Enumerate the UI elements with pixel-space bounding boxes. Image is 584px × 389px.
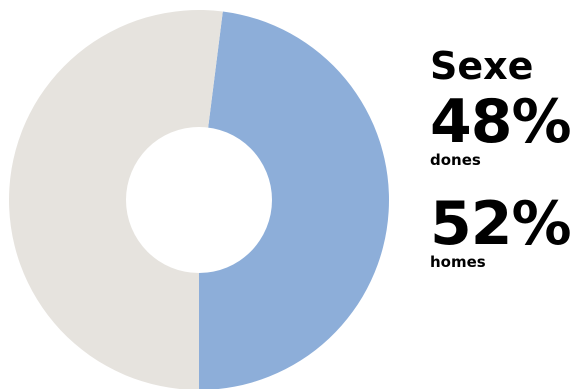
- donut-slice-homes: [9, 10, 223, 389]
- donut-chart: [9, 10, 389, 389]
- value-label-homes: 52%: [430, 189, 572, 259]
- category-label-homes: homes: [430, 253, 486, 271]
- value-label-dones: 48%: [430, 87, 572, 157]
- category-label-dones: dones: [430, 151, 481, 169]
- donut-slice-dones: [199, 11, 389, 389]
- chart-title: Sexe: [430, 44, 534, 88]
- chart-legend: Sexe 48% dones 52% homes: [430, 40, 580, 270]
- donut-hole: [126, 127, 272, 273]
